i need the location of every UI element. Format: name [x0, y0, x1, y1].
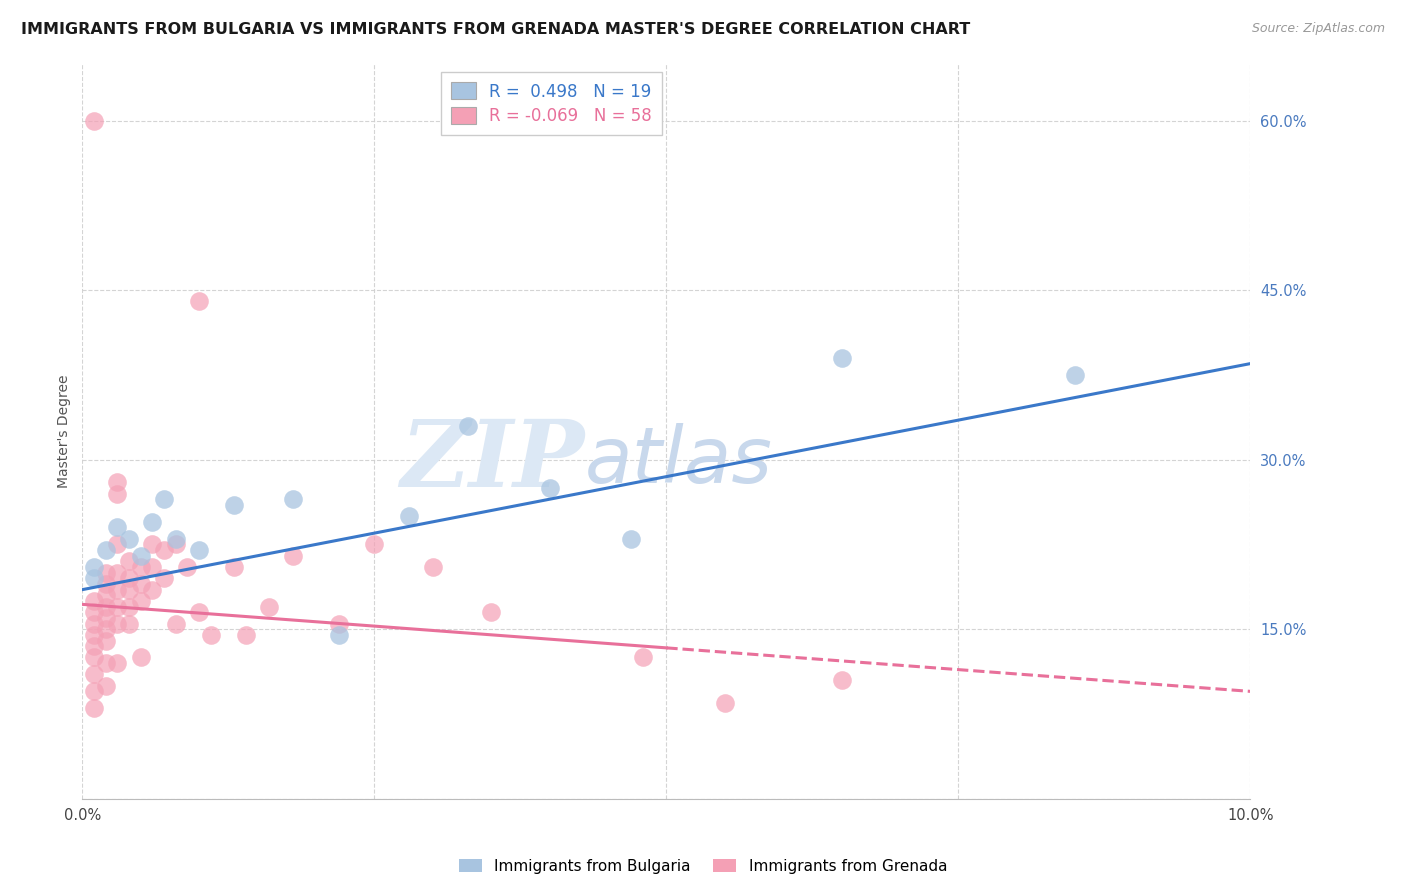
Point — [105, 486, 128, 500]
Point — [118, 599, 141, 614]
Point — [153, 571, 176, 585]
Point — [620, 532, 643, 546]
Point — [398, 509, 420, 524]
Point — [83, 701, 105, 715]
Point — [281, 492, 304, 507]
Point — [94, 588, 117, 602]
Point — [538, 481, 561, 495]
Legend: Immigrants from Bulgaria, Immigrants from Grenada: Immigrants from Bulgaria, Immigrants fro… — [453, 853, 953, 880]
Point — [83, 616, 105, 631]
Point — [165, 537, 187, 551]
Text: Source: ZipAtlas.com: Source: ZipAtlas.com — [1251, 22, 1385, 36]
Point — [479, 605, 502, 619]
Point — [153, 543, 176, 558]
Point — [831, 673, 853, 687]
Point — [129, 577, 152, 591]
Point — [129, 549, 152, 563]
Legend: R =  0.498   N = 19, R = -0.069   N = 58: R = 0.498 N = 19, R = -0.069 N = 58 — [441, 72, 662, 136]
Point — [141, 582, 163, 597]
Point — [224, 560, 246, 574]
Point — [83, 605, 105, 619]
Point — [422, 560, 444, 574]
Point — [94, 611, 117, 625]
Point — [328, 616, 350, 631]
Point — [118, 571, 141, 585]
Point — [129, 650, 152, 665]
Point — [457, 418, 479, 433]
Point — [83, 113, 105, 128]
Point — [165, 532, 187, 546]
Point — [94, 633, 117, 648]
Point — [141, 560, 163, 574]
Point — [83, 628, 105, 642]
Point — [105, 656, 128, 670]
Point — [235, 628, 257, 642]
Text: atlas: atlas — [585, 423, 772, 499]
Point — [105, 599, 128, 614]
Point — [200, 628, 222, 642]
Text: IMMIGRANTS FROM BULGARIA VS IMMIGRANTS FROM GRENADA MASTER'S DEGREE CORRELATION : IMMIGRANTS FROM BULGARIA VS IMMIGRANTS F… — [21, 22, 970, 37]
Point — [363, 537, 385, 551]
Point — [94, 599, 117, 614]
Point — [94, 566, 117, 580]
Point — [831, 351, 853, 365]
Point — [631, 650, 654, 665]
Point — [94, 577, 117, 591]
Point — [141, 515, 163, 529]
Point — [1064, 368, 1087, 382]
Point — [257, 599, 280, 614]
Point — [94, 656, 117, 670]
Point — [105, 616, 128, 631]
Point — [105, 566, 128, 580]
Point — [83, 667, 105, 681]
Point — [713, 696, 735, 710]
Point — [118, 532, 141, 546]
Point — [176, 560, 198, 574]
Point — [118, 582, 141, 597]
Point — [94, 622, 117, 636]
Y-axis label: Master's Degree: Master's Degree — [58, 375, 72, 488]
Point — [129, 594, 152, 608]
Point — [83, 560, 105, 574]
Point — [141, 537, 163, 551]
Point — [105, 582, 128, 597]
Point — [83, 684, 105, 698]
Point — [165, 616, 187, 631]
Point — [83, 639, 105, 653]
Point — [118, 616, 141, 631]
Point — [281, 549, 304, 563]
Point — [118, 554, 141, 568]
Point — [105, 537, 128, 551]
Point — [153, 492, 176, 507]
Point — [188, 605, 211, 619]
Text: ZIP: ZIP — [401, 416, 585, 506]
Point — [94, 679, 117, 693]
Point — [105, 475, 128, 490]
Point — [328, 628, 350, 642]
Point — [224, 498, 246, 512]
Point — [129, 560, 152, 574]
Point — [188, 294, 211, 309]
Point — [94, 543, 117, 558]
Point — [83, 594, 105, 608]
Point — [188, 543, 211, 558]
Point — [83, 571, 105, 585]
Point — [105, 520, 128, 534]
Point — [83, 650, 105, 665]
